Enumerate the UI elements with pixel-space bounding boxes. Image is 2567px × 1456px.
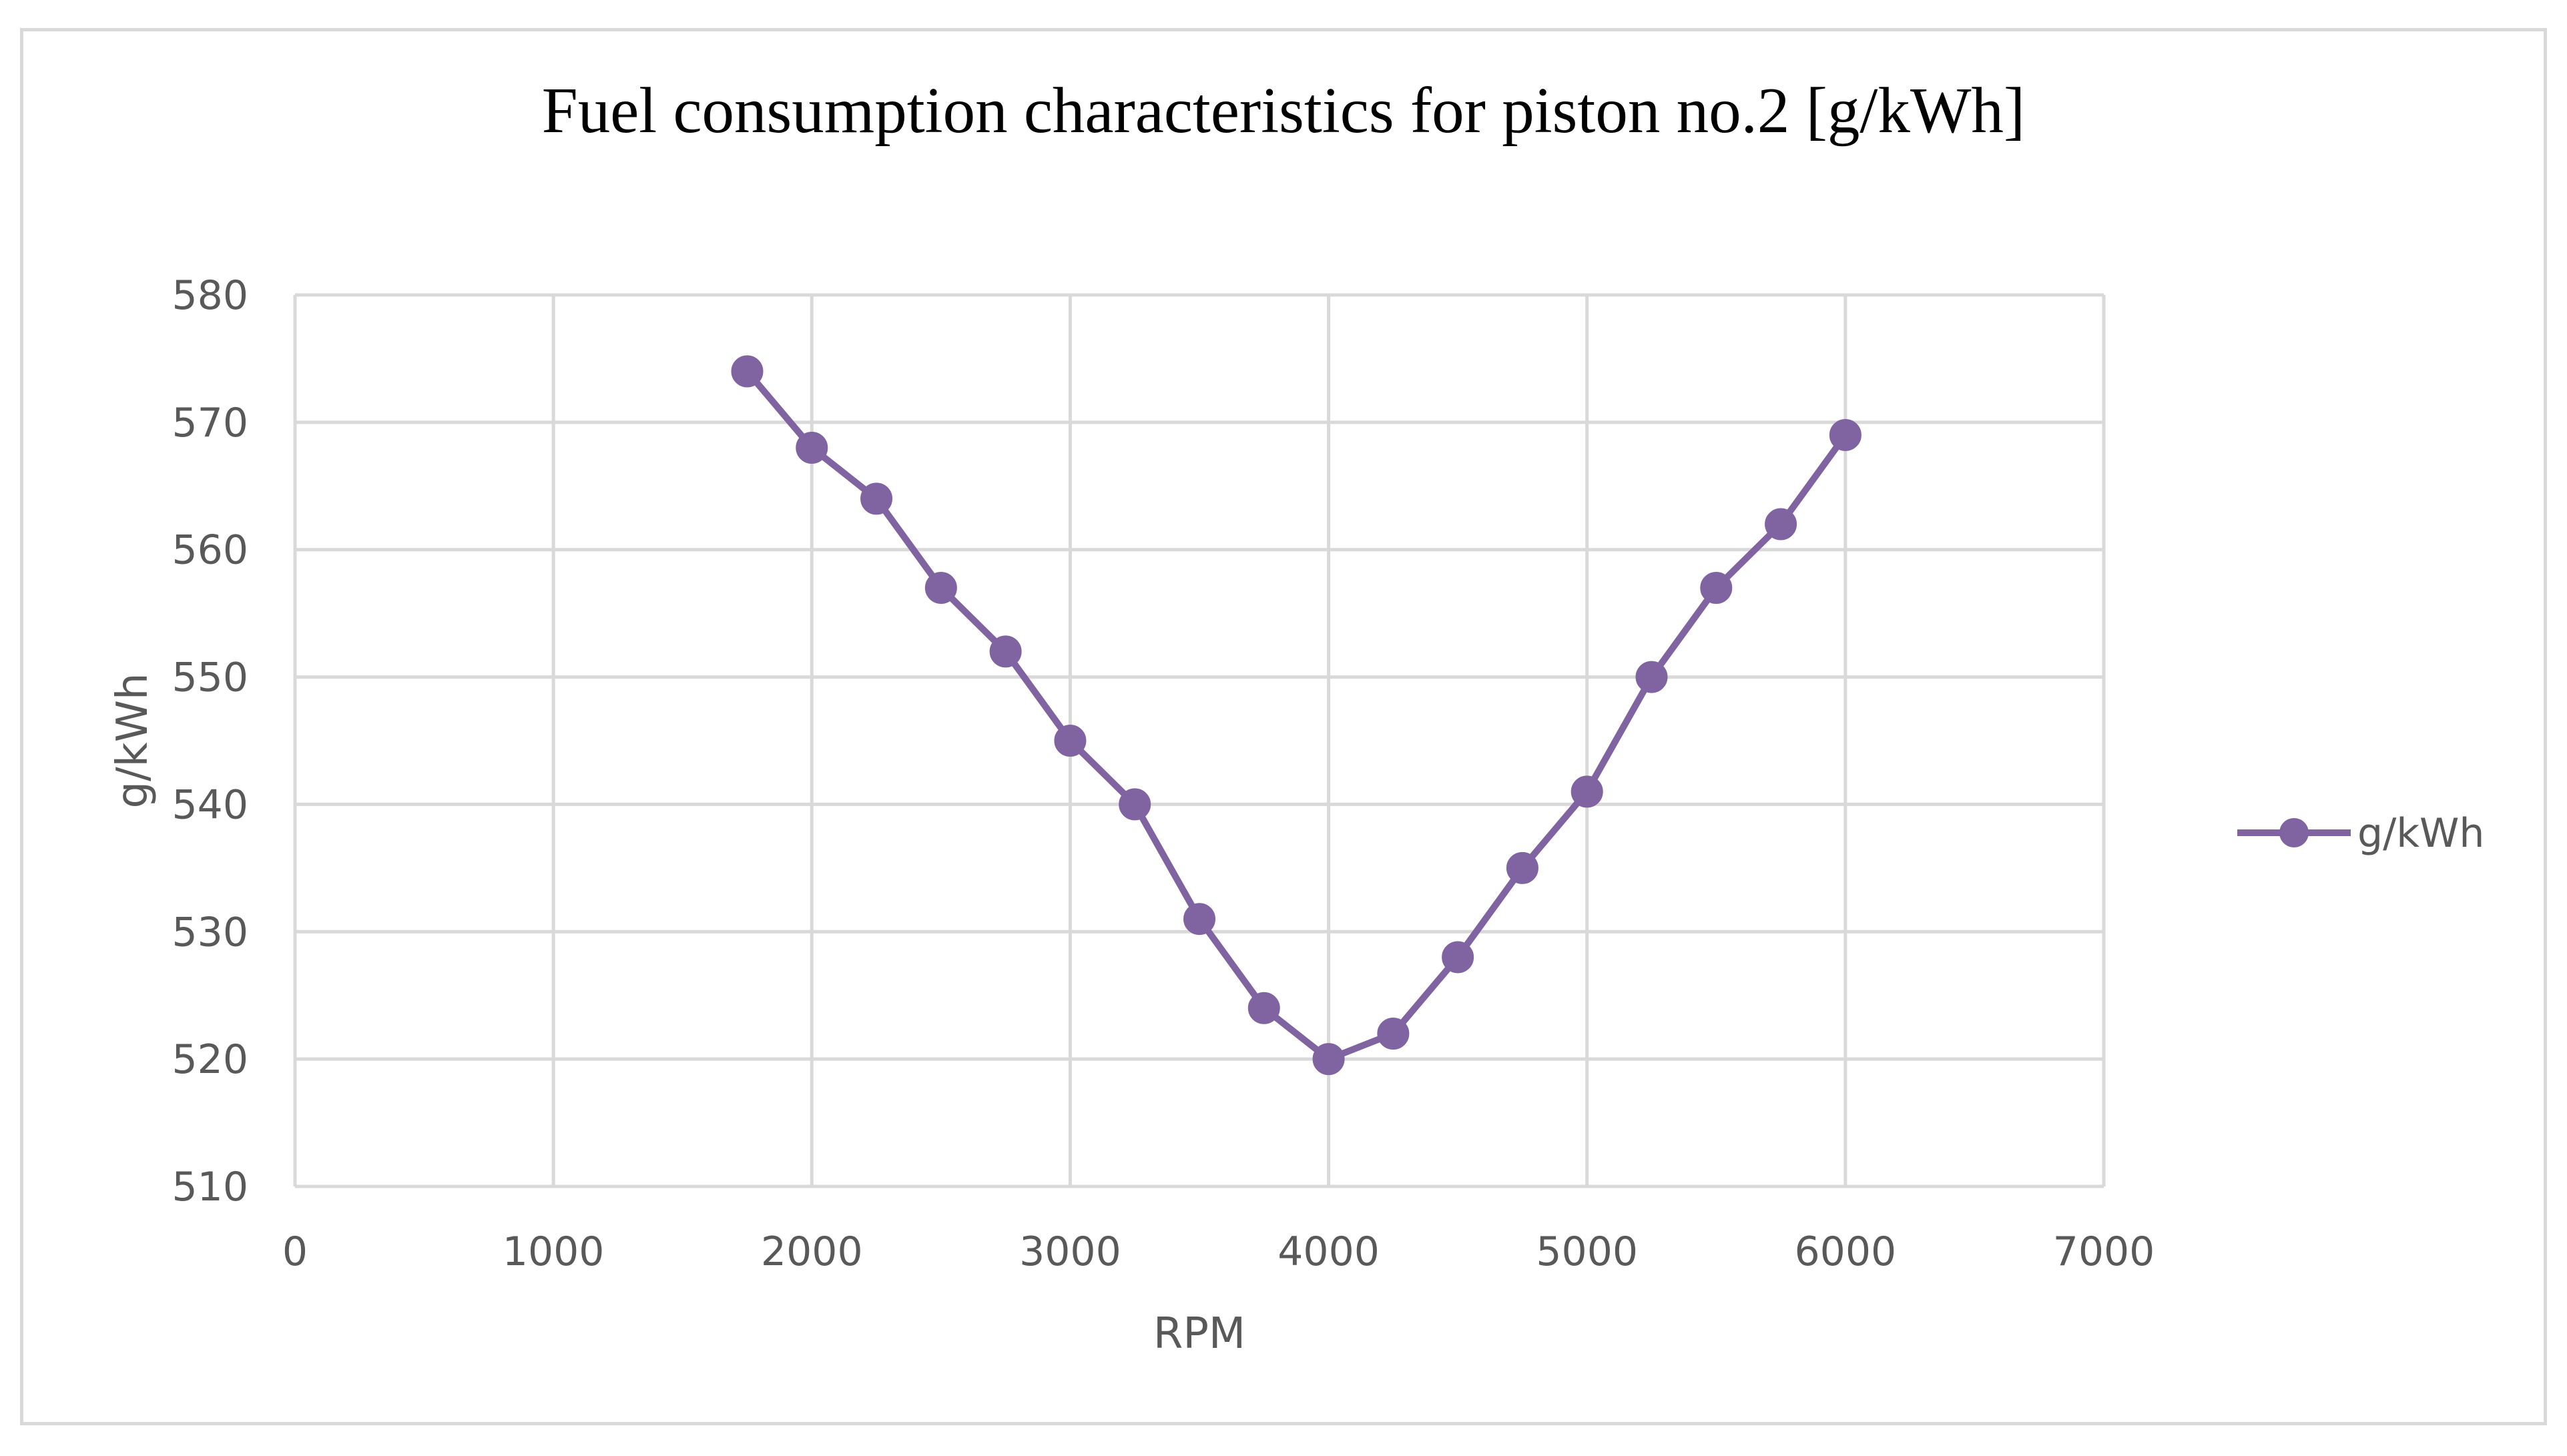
x-tick-label: 5000	[1536, 1228, 1638, 1275]
data-point	[1377, 1017, 1410, 1050]
x-tick-label: 7000	[2053, 1228, 2155, 1275]
y-tick-label: 510	[172, 1164, 248, 1210]
y-tick-label: 520	[172, 1036, 248, 1083]
x-tick-label: 4000	[1277, 1228, 1380, 1275]
data-point	[1829, 418, 1862, 451]
y-tick-label: 550	[172, 655, 248, 701]
data-point	[796, 432, 828, 464]
x-tick-label: 6000	[1795, 1228, 1897, 1275]
x-tick-label: 3000	[1019, 1228, 1121, 1275]
data-point	[989, 635, 1022, 668]
x-axis-label: RPM	[1153, 1309, 1245, 1359]
data-point	[1054, 725, 1087, 757]
x-tick-label: 0	[282, 1228, 308, 1275]
data-point	[1765, 508, 1797, 540]
chart-area	[20, 28, 2547, 1425]
data-point	[1119, 788, 1151, 821]
legend: g/kWh	[2237, 810, 2484, 857]
y-tick-label: 560	[172, 527, 248, 574]
data-point	[860, 482, 893, 515]
data-point	[924, 571, 957, 604]
data-point	[1506, 851, 1538, 884]
y-axis-label: g/kWh	[108, 673, 158, 808]
data-point	[731, 355, 764, 388]
chart-title: Fuel consumption characteristics for pis…	[542, 75, 2025, 146]
y-tick-label: 580	[172, 272, 248, 319]
x-tick-label: 1000	[503, 1228, 605, 1275]
legend-label: g/kWh	[2357, 810, 2484, 857]
data-point	[1571, 775, 1603, 808]
y-tick-label: 540	[172, 781, 248, 828]
tick-labels: 510 520 530 540 550 560 570 580 0 1000 2000 3000 400…	[172, 272, 2155, 1275]
x-tick-label: 2000	[761, 1228, 863, 1275]
axes	[293, 295, 2104, 1188]
data-point	[1700, 571, 1733, 604]
y-tick-label: 530	[172, 909, 248, 956]
data-point	[1183, 903, 1215, 936]
y-tick-label: 570	[172, 400, 248, 446]
data-point	[1247, 992, 1280, 1024]
series-line	[744, 369, 1848, 1063]
data-point	[1635, 661, 1668, 693]
data-point	[1312, 1043, 1345, 1076]
data-point	[1442, 941, 1474, 974]
legend-marker	[2279, 818, 2309, 847]
data-series	[731, 355, 1862, 1076]
